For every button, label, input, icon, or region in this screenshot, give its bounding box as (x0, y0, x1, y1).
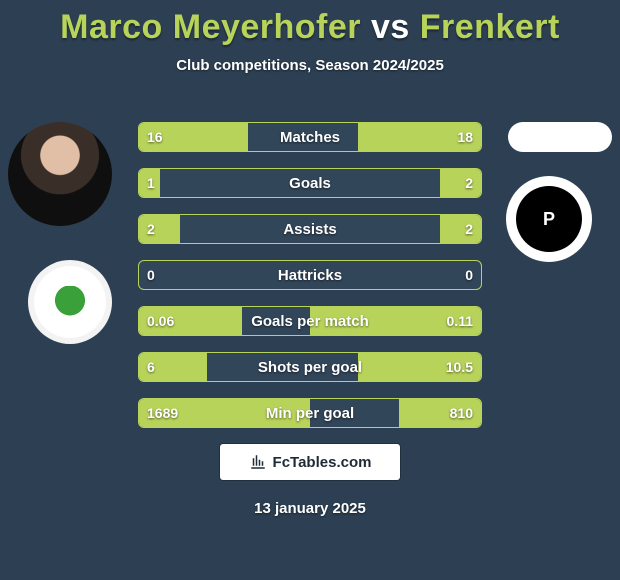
comparison-bars: 1618Matches 12Goals 22Assists 00Hattricks 0.… (138, 122, 482, 444)
stat-row: 610.5Shots per goal (138, 352, 482, 382)
stat-label: Goals per match (139, 307, 481, 335)
club-left-logo (28, 260, 112, 344)
stat-row: 00Hattricks (138, 260, 482, 290)
title-player-right: Frenkert (420, 8, 560, 46)
stat-row: 1618Matches (138, 122, 482, 152)
brand-text: FcTables.com (273, 454, 372, 471)
title-vs: vs (371, 8, 410, 46)
brand-chart-icon (249, 453, 267, 471)
player-right-avatar (508, 122, 612, 152)
date-text: 13 january 2025 (0, 500, 620, 517)
subtitle: Club competitions, Season 2024/2025 (0, 57, 620, 74)
stat-row: 12Goals (138, 168, 482, 198)
stat-row: 22Assists (138, 214, 482, 244)
stat-label: Min per goal (139, 399, 481, 427)
brand-badge: FcTables.com (220, 444, 400, 480)
title-player-left: Marco Meyerhofer (60, 8, 361, 46)
stat-label: Goals (139, 169, 481, 197)
player-left-avatar (8, 122, 112, 226)
page-title: Marco Meyerhofer vs Frenkert (0, 0, 620, 47)
stat-label: Assists (139, 215, 481, 243)
stat-label: Hattricks (139, 261, 481, 289)
club-right-logo (506, 176, 592, 262)
stat-label: Shots per goal (139, 353, 481, 381)
stat-label: Matches (139, 123, 481, 151)
stat-row: 0.060.11Goals per match (138, 306, 482, 336)
stat-row: 1689810Min per goal (138, 398, 482, 428)
